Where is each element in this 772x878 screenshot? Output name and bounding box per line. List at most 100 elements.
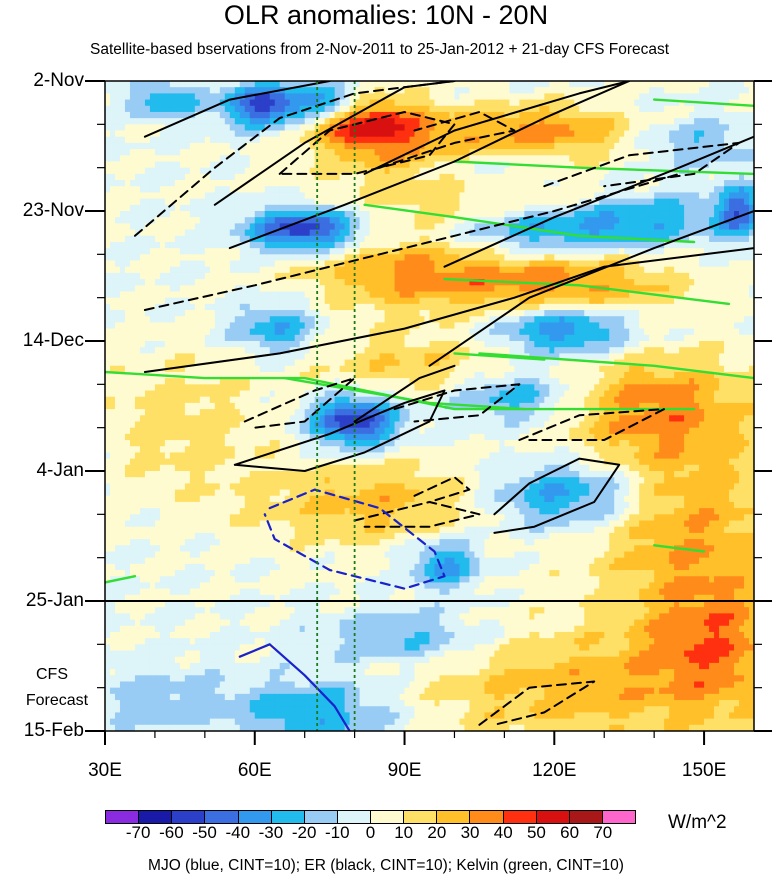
heatmap-cell <box>279 111 286 119</box>
heatmap-cell <box>274 241 281 249</box>
heatmap-cell <box>544 198 550 206</box>
heatmap-cell <box>674 260 680 268</box>
heatmap-cell <box>489 192 495 200</box>
heatmap-cell <box>739 81 745 88</box>
heatmap-cell <box>419 198 426 206</box>
heatmap-cell <box>179 229 186 237</box>
heatmap-cell <box>489 260 495 268</box>
heatmap-cell <box>209 254 216 262</box>
heatmap-cell <box>614 248 620 255</box>
heatmap-cell <box>459 180 466 187</box>
heatmap-cell <box>189 266 196 274</box>
heatmap-cell <box>119 204 126 212</box>
heatmap-cell <box>674 211 680 218</box>
heatmap-cell <box>249 248 256 255</box>
heatmap-cell <box>694 180 700 187</box>
heatmap-cell <box>484 192 491 200</box>
heatmap-cell <box>414 223 421 231</box>
heatmap-cell <box>359 316 366 324</box>
heatmap-cell <box>114 81 121 88</box>
heatmap-cell <box>599 310 605 317</box>
heatmap-cell <box>189 155 196 163</box>
heatmap-cell <box>129 303 136 311</box>
heatmap-cell <box>129 118 136 125</box>
heatmap-cell <box>214 111 221 119</box>
heatmap-cell <box>184 272 191 280</box>
heatmap-cell <box>629 272 635 280</box>
heatmap-cell <box>669 87 675 94</box>
heatmap-cell <box>364 111 371 119</box>
heatmap-cell <box>404 241 411 249</box>
heatmap-cell <box>439 149 446 156</box>
heatmap-cell <box>139 260 146 268</box>
heatmap-cell <box>409 254 416 262</box>
heatmap-cell <box>249 266 256 274</box>
heatmap-cell <box>254 111 261 119</box>
heatmap-cell <box>739 204 745 212</box>
heatmap-cell <box>309 248 316 255</box>
heatmap-cell <box>319 303 326 311</box>
heatmap-cell <box>144 192 151 200</box>
heatmap-cell <box>269 260 276 268</box>
heatmap-cell <box>614 87 620 94</box>
heatmap-cell <box>689 241 695 249</box>
heatmap-cell <box>214 235 221 243</box>
heatmap-cell <box>724 211 730 218</box>
heatmap-cell <box>684 142 690 150</box>
heatmap-cell <box>294 229 301 237</box>
heatmap-cell <box>139 99 146 107</box>
heatmap-cell <box>549 155 555 163</box>
heatmap-cell <box>244 235 251 243</box>
heatmap-cell <box>414 99 421 107</box>
heatmap-cell <box>569 155 575 163</box>
heatmap-cell <box>709 136 715 144</box>
heatmap-cell <box>105 192 111 200</box>
heatmap-cell <box>489 229 495 237</box>
heatmap-cell <box>124 291 131 299</box>
heatmap-cell <box>579 93 585 101</box>
heatmap-cell <box>534 229 540 237</box>
heatmap-cell <box>329 105 336 113</box>
heatmap-cell <box>464 167 471 175</box>
heatmap-cell <box>634 118 640 125</box>
heatmap-cell <box>154 204 161 212</box>
heatmap-cell <box>289 285 296 293</box>
heatmap-cell <box>529 254 535 262</box>
heatmap-cell <box>739 87 745 94</box>
heatmap-cell <box>149 99 156 107</box>
heatmap-cell <box>564 285 570 293</box>
heatmap-cell <box>274 124 281 132</box>
heatmap-cell <box>699 173 705 181</box>
heatmap-cell <box>174 136 181 144</box>
heatmap-cell <box>634 291 640 299</box>
heatmap-cell <box>309 254 316 262</box>
heatmap-cell <box>204 192 211 200</box>
heatmap-cell <box>199 93 206 101</box>
heatmap-cell <box>434 204 441 212</box>
heatmap-cell <box>534 149 540 156</box>
heatmap-cell <box>224 272 231 280</box>
heatmap-cell <box>124 310 131 317</box>
heatmap-cell <box>319 155 326 163</box>
heatmap-cell <box>584 254 590 262</box>
heatmap-cell <box>679 81 685 88</box>
heatmap-cell <box>164 118 171 125</box>
heatmap-cell <box>274 155 281 163</box>
heatmap-cell <box>474 118 481 125</box>
heatmap-cell <box>434 81 441 88</box>
heatmap-cell <box>729 155 735 163</box>
heatmap-cell <box>349 192 356 200</box>
heatmap-cell <box>334 118 341 125</box>
heatmap-cell <box>414 291 421 299</box>
heatmap-cell <box>604 229 610 237</box>
heatmap-cell <box>369 155 376 163</box>
heatmap-cell <box>584 241 590 249</box>
heatmap-cell <box>579 310 585 317</box>
heatmap-cell <box>599 93 605 101</box>
heatmap-cell <box>414 130 421 138</box>
heatmap-cell <box>149 266 156 274</box>
heatmap-cell <box>509 118 515 125</box>
heatmap-cell <box>589 260 595 268</box>
heatmap-cell <box>744 149 750 156</box>
heatmap-cell <box>604 136 610 144</box>
